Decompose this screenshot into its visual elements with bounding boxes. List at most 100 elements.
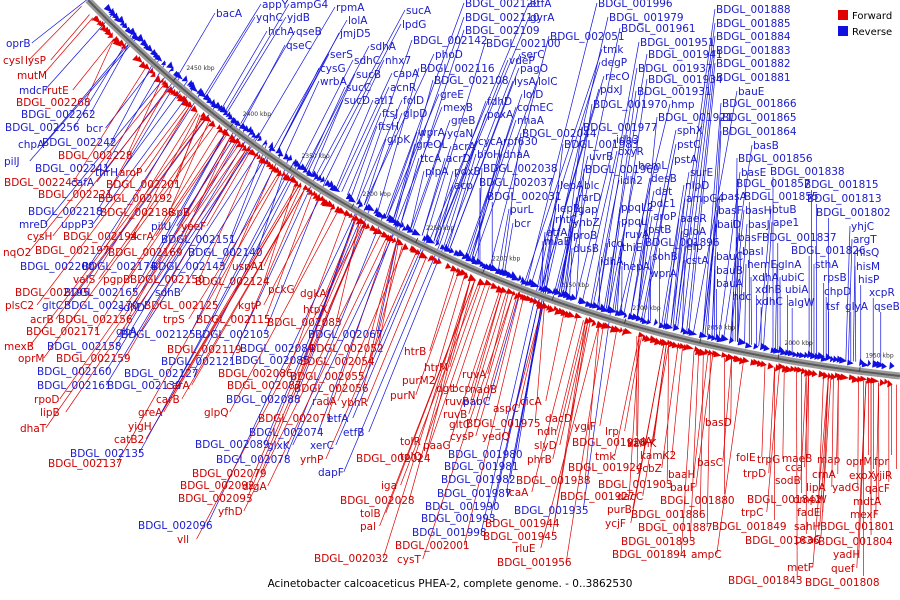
reverse-feature <box>135 33 145 43</box>
gene-connector <box>796 371 798 581</box>
gene-connector <box>763 221 773 348</box>
gene-label-bdgl-001883: BDGL_001883 <box>716 45 791 57</box>
reverse-feature <box>832 355 839 363</box>
gene-connector <box>145 184 298 440</box>
forward-feature <box>432 257 439 265</box>
gene-label-bdgl-001838: BDGL_001838 <box>770 166 845 178</box>
gene-connector <box>410 170 425 230</box>
reverse-feature <box>331 184 341 193</box>
forward-feature <box>567 311 575 318</box>
gene-connector <box>612 78 648 311</box>
gene-connector <box>505 288 547 494</box>
reverse-feature <box>248 128 255 135</box>
gene-label-uspa1: uspA1 <box>232 261 265 273</box>
gene-connector <box>315 9 406 176</box>
legend-reverse-label: Reverse <box>852 27 892 38</box>
gene-label-bdgl-001951: BDGL_001951 <box>640 37 715 49</box>
gene-connector <box>473 80 538 260</box>
reverse-feature <box>242 125 250 132</box>
gene-label-tmk: tmk <box>595 451 616 463</box>
forward-feature <box>386 234 395 242</box>
axis-tick-mark <box>289 165 293 170</box>
forward-feature <box>329 203 336 210</box>
gene-label-nlpd: nlpD <box>685 180 709 192</box>
gene-label-bdgl-001975: BDGL_001975 <box>466 418 541 430</box>
reverse-feature <box>394 220 403 227</box>
gene-connector <box>474 294 513 425</box>
gene-connector <box>131 113 199 237</box>
gene-connector <box>115 127 247 347</box>
gene-label-bdgl-002137: BDGL_002137 <box>48 458 123 470</box>
gene-label-glna: glnA <box>778 259 802 271</box>
legend-forward-swatch <box>838 10 848 20</box>
reverse-feature <box>282 153 290 160</box>
gene-label-bdgl-001802: BDGL_001802 <box>816 207 891 219</box>
gene-label-glpq: glpQ <box>204 407 229 419</box>
gene-label-ruvb: ruvB <box>443 409 467 421</box>
gene-connector <box>429 2 530 240</box>
gene-connector <box>358 242 397 377</box>
gene-label-pstb: pstB <box>648 224 671 236</box>
gene-connector <box>362 245 403 389</box>
reverse-feature <box>839 356 847 364</box>
gene-connector <box>196 224 364 540</box>
gene-label-htpx: htpX <box>303 304 328 316</box>
gene-connector <box>559 321 589 446</box>
gene-connector <box>837 377 839 475</box>
gene-label-gloa: gloA <box>683 226 707 238</box>
gene-label-cysp: cysP <box>450 431 474 443</box>
axis-tick-label: 2150 kbp <box>561 282 589 289</box>
gene-connector <box>433 170 454 242</box>
forward-feature <box>276 169 282 177</box>
gene-label-bdgl-002218: BDGL_002218 <box>28 206 103 218</box>
forward-feature <box>500 286 508 294</box>
gene-connector <box>198 156 256 280</box>
gene-label-bdgl-001865: BDGL_001865 <box>722 112 797 124</box>
gene-label-acrb: acrB <box>30 314 54 326</box>
gene-connector <box>686 62 716 331</box>
forward-feature <box>143 63 150 70</box>
gene-label-ruva: ruvA <box>625 229 650 241</box>
gene-connector <box>98 122 211 280</box>
gene-label-sers: serS <box>330 49 353 61</box>
gene-label-yeef: yeeF <box>181 221 206 233</box>
forward-feature <box>296 182 302 189</box>
gene-label-ppql2: ppqL2 <box>621 202 654 214</box>
gene-connector <box>674 22 716 328</box>
gene-connector <box>347 112 382 196</box>
gene-connector <box>363 138 387 206</box>
forward-feature <box>818 370 826 378</box>
gene-connector <box>384 2 465 217</box>
gene-label-heme: hemE <box>747 259 777 271</box>
gene-label-bdgl-001881: BDGL_001881 <box>716 72 791 84</box>
reverse-feature <box>406 226 414 233</box>
forward-feature <box>827 372 832 381</box>
gene-features <box>91 3 895 388</box>
gene-connector <box>671 348 683 456</box>
gene-label-ruvb: ruvB <box>445 396 469 408</box>
gene-connector <box>43 125 215 359</box>
gene-label-reco: recO <box>605 71 630 83</box>
gene-label-mexf: mexF <box>850 509 879 521</box>
forward-feature <box>364 223 370 230</box>
gene-connector <box>103 106 190 251</box>
gene-connector <box>31 0 88 44</box>
reverse-feature <box>111 12 119 19</box>
gene-label-acp: acp <box>454 180 473 192</box>
gene-connector <box>415 272 459 396</box>
gene-label-nqo2: nqO2 <box>3 247 31 259</box>
forward-feature <box>375 228 384 235</box>
gene-connector <box>761 365 766 458</box>
forward-feature <box>760 360 767 368</box>
gene-label-bash: basH <box>745 205 771 217</box>
gene-label-sdhc: sdhC <box>354 55 380 67</box>
gene-connector <box>636 116 658 318</box>
forward-feature <box>666 339 672 346</box>
gene-label-rute: rutE <box>47 85 69 97</box>
axis-tick-label: 2350 kbp <box>301 153 329 160</box>
gene-label-lysp: lysP <box>25 55 46 67</box>
gene-connector <box>681 49 716 330</box>
gene-connector <box>180 146 273 293</box>
forward-feature <box>476 278 486 286</box>
gene-label-bdgl-002124: BDGL_002124 <box>195 276 270 288</box>
